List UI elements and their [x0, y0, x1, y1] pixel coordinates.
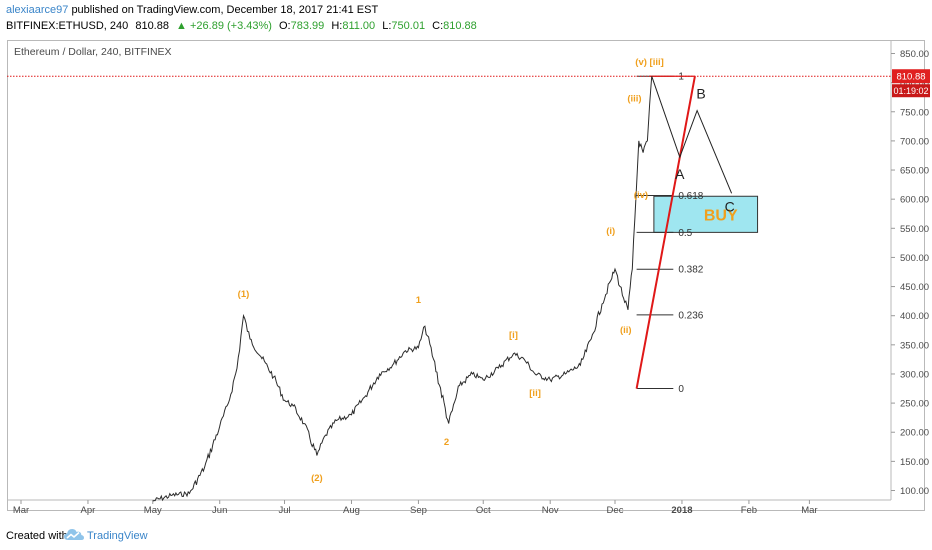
x-tick-label: Jul [278, 505, 290, 516]
wave-label: (iv) [634, 190, 648, 201]
y-tick-label: 750.00 [900, 107, 929, 118]
countdown-tag-label: 01:19:02 [893, 86, 928, 96]
published-text: published on TradingView.com, December 1… [71, 4, 379, 16]
published-line: alexiaarce97 published on TradingView.co… [6, 4, 378, 16]
price-change: ▲ +26.89 (+3.43%) [176, 20, 272, 32]
price-tag-box [892, 69, 930, 84]
y-tick-label: 850.00 [900, 49, 929, 60]
y-tick-label: 200.00 [900, 428, 929, 439]
y-tick-label: 100.00 [900, 486, 929, 497]
symbol-interval: BITFINEX:ETHUSD, 240 [6, 20, 129, 32]
x-tick-label: Sep [410, 505, 427, 516]
tradingview-cloud-icon[interactable] [64, 527, 84, 543]
symbol-ohlc-line: BITFINEX:ETHUSD, 240 810.88 ▲ +26.89 (+3… [6, 20, 477, 32]
x-tick-label: Dec [607, 505, 624, 516]
price-tag-label: 810.88 [896, 72, 925, 83]
wave-label: 1 [416, 295, 422, 306]
ohlc-high-label: H: [331, 20, 343, 32]
wave-label: 2 [444, 437, 449, 448]
chart-title: Ethereum / Dollar, 240, BITFINEX [14, 46, 172, 58]
abc-label-c: C [725, 198, 735, 214]
fib-level-label: 0.5 [678, 228, 692, 239]
fib-level-label: 0.618 [678, 191, 703, 202]
wave-label: (1) [238, 289, 250, 300]
x-tick-label: May [144, 505, 162, 516]
elliott-wave-labels: (1) (2) 1 2 [i] [ii] (i) (ii) (iii) (iv) (v) [iii] [238, 57, 664, 484]
x-tick-label: Oct [476, 505, 491, 516]
wave-label: (ii) [620, 325, 632, 336]
chart-svg[interactable]: 850.00 800.00 750.00 700.00 650.00 600.00 550.… [0, 0, 932, 522]
chart-frame[interactable] [7, 40, 925, 511]
x-axis[interactable]: Mar Apr May Jun Jul Aug Sep Oct Nov Dec 2018 Feb Mar [7, 499, 891, 516]
ohlc-open-label: O: [279, 20, 291, 32]
trend-line[interactable] [7, 75, 891, 389]
abc-path-line[interactable] [651, 76, 733, 194]
y-tick-label: 550.00 [900, 224, 929, 235]
y-tick-label: 400.00 [900, 311, 929, 322]
ohlc-low-label: L: [382, 20, 392, 32]
y-tick-label: 600.00 [900, 195, 929, 206]
wave-label: (iii) [627, 93, 641, 104]
x-tick-label: Nov [542, 505, 559, 516]
red-trend-line[interactable] [635, 76, 696, 389]
price-series [152, 76, 653, 502]
ohlc-low: 750.01 [391, 20, 426, 32]
wave-label: (2) [311, 473, 323, 484]
ohlc-high: 811.00 [342, 20, 376, 32]
last-price: 810.88 [135, 20, 169, 32]
x-tick-label: Mar [801, 505, 817, 516]
ohlc-close-label: C: [432, 20, 444, 32]
author-link[interactable]: alexiaarce97 [6, 4, 69, 16]
fib-level-label: 0 [678, 384, 684, 395]
fib-level-label: 0.236 [678, 310, 703, 321]
abc-correction-path[interactable]: A B C [651, 76, 735, 214]
created-with-label: Created with [6, 530, 68, 542]
y-tick-label: 250.00 [900, 399, 929, 410]
y-tick-label: 150.00 [900, 457, 929, 468]
x-tick-label: Aug [343, 505, 360, 516]
ohlc-close: 810.88 [443, 20, 477, 32]
y-tick-label: 650.00 [900, 166, 929, 177]
buy-label: BUY [704, 207, 738, 224]
wave-label: (i) [606, 226, 615, 237]
y-tick-label: 350.00 [900, 340, 929, 351]
x-tick-label: Apr [81, 505, 96, 516]
abc-label-b: B [696, 86, 705, 102]
ohlc-open: 783.99 [290, 20, 325, 32]
fibonacci-retracement[interactable]: 1 0.618 0.5 0.382 0.236 0 [636, 72, 704, 395]
footer: Created with TradingView [0, 522, 932, 550]
wave-label: [ii] [529, 388, 541, 399]
wave-label: [i] [509, 330, 518, 341]
x-tick-label: Jun [212, 505, 227, 516]
y-tick-label: 500.00 [900, 253, 929, 264]
price-tags: 810.88 01:19:02 [892, 69, 930, 98]
y-tick-label: 800.00 [900, 78, 929, 89]
x-tick-label: 2018 [671, 505, 692, 516]
abc-label-a: A [675, 166, 685, 182]
y-tick-label: 450.00 [900, 282, 929, 293]
y-tick-label: 300.00 [900, 369, 929, 380]
fib-level-label: 0.382 [678, 265, 703, 276]
countdown-tag-box [892, 84, 930, 98]
x-tick-label: Feb [741, 505, 757, 516]
x-tick-label: Mar [13, 505, 29, 516]
y-tick-label: 700.00 [900, 136, 929, 147]
chart-header: alexiaarce97 published on TradingView.co… [0, 0, 932, 36]
wave-label: (v) [iii] [635, 57, 664, 68]
y-axis[interactable]: 850.00 800.00 750.00 700.00 650.00 600.00 550.… [890, 40, 929, 500]
price-line [152, 76, 653, 502]
fib-level-label: 1 [678, 72, 684, 83]
tradingview-brand[interactable]: TradingView [87, 530, 148, 542]
